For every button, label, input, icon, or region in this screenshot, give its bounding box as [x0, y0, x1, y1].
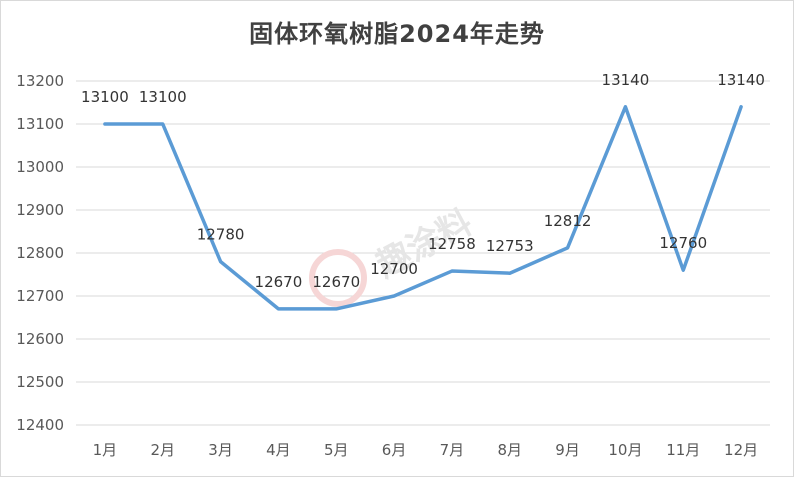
data-label: 13140: [717, 71, 765, 89]
y-tick-label: 12600: [16, 330, 64, 348]
data-label: 12670: [312, 273, 360, 291]
data-label: 13100: [81, 88, 129, 106]
y-tick-label: 12400: [16, 416, 64, 434]
y-tick-label: 13000: [16, 158, 64, 176]
y-axis-ticks: 12400 12500 12600 12700 12800 12900 13000 13100…: [16, 72, 64, 434]
x-tick-label: 9月: [555, 441, 580, 459]
data-label: 12812: [544, 212, 592, 230]
series-line: [103, 105, 743, 311]
x-tick-label: 5月: [324, 441, 349, 459]
data-label: 12760: [659, 234, 707, 252]
y-tick-label: 12800: [16, 244, 64, 262]
y-tick-label: 13100: [16, 115, 64, 133]
data-label: 12780: [197, 226, 245, 244]
x-tick-label: 10月: [608, 441, 642, 459]
x-tick-label: 12月: [724, 441, 758, 459]
data-label: 12753: [486, 237, 534, 255]
x-tick-label: 8月: [497, 441, 522, 459]
x-tick-label: 2月: [150, 441, 175, 459]
y-tick-label: 12500: [16, 373, 64, 391]
x-tick-label: 1月: [93, 441, 118, 459]
x-tick-label: 3月: [208, 441, 233, 459]
x-tick-label: 6月: [382, 441, 407, 459]
y-tick-label: 13200: [16, 72, 64, 90]
watermark-ring: [309, 249, 367, 307]
data-label: 12670: [255, 273, 303, 291]
x-axis-ticks: 1月 2月 3月 4月 5月 6月 7月 8月 9月 10月 11月 12月: [93, 441, 758, 459]
data-labels: 13100 13100 12780 12670 12670 12700 12758 12753…: [81, 71, 765, 291]
gridlines: [76, 80, 770, 426]
x-tick-label: 4月: [266, 441, 291, 459]
y-tick-label: 12700: [16, 287, 64, 305]
data-label: 12700: [370, 260, 418, 278]
data-label: 13100: [139, 88, 187, 106]
x-tick-label: 11月: [666, 441, 700, 459]
x-tick-label: 7月: [440, 441, 465, 459]
data-label: 12758: [428, 235, 476, 253]
data-label: 13140: [602, 71, 650, 89]
y-tick-label: 12900: [16, 201, 64, 219]
chart-title: 固体环氧树脂2024年走势: [249, 20, 545, 48]
